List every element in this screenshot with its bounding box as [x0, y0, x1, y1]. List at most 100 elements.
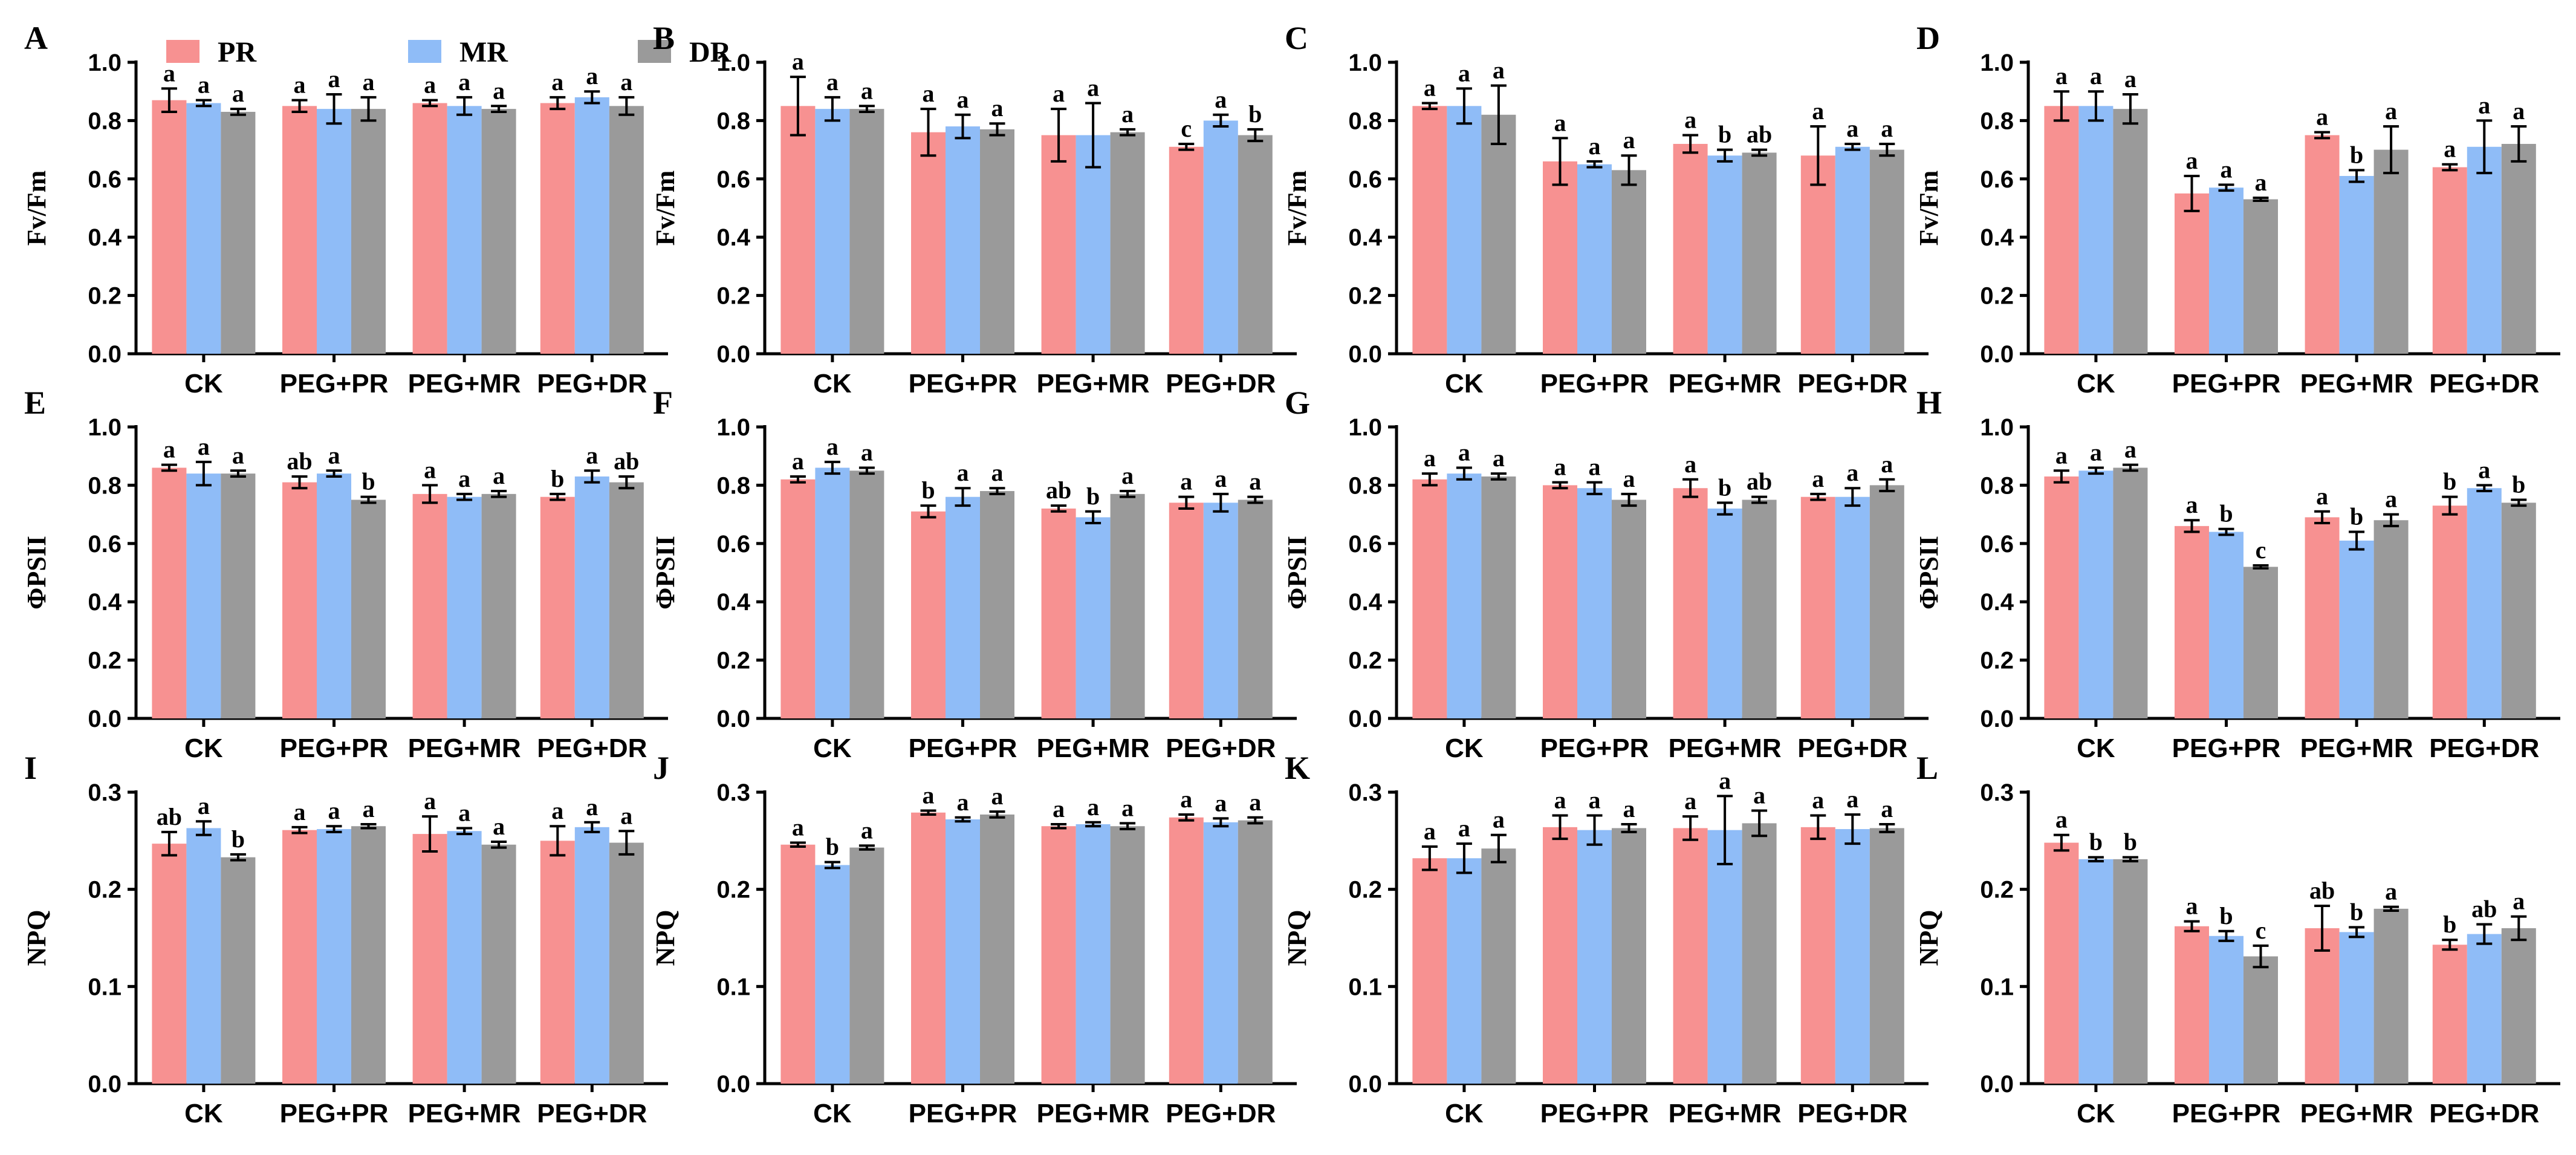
x-tick-label: PEG+MR — [1037, 1099, 1150, 1128]
y-tick-label: 0.3 — [1348, 779, 1382, 806]
significance-letter: b — [1718, 121, 1731, 148]
panel-letter: I — [24, 750, 37, 786]
panel-letter: D — [1916, 20, 1940, 56]
bar-dr — [221, 857, 256, 1084]
bar-dr — [2243, 956, 2278, 1084]
x-tick-label: PEG+PR — [280, 369, 389, 399]
significance-letter: a — [792, 48, 804, 75]
significance-letter: a — [826, 68, 839, 96]
bar-dr — [849, 470, 884, 718]
significance-letter: a — [363, 68, 375, 96]
y-axis-label: Fv/Fm — [1282, 171, 1312, 246]
y-tick-label: 0.0 — [88, 341, 122, 368]
x-tick-label: PEG+MR — [2300, 369, 2413, 399]
x-tick-label: CK — [1445, 734, 1484, 763]
x-tick-label: PEG+DR — [2429, 369, 2539, 399]
bar-pr — [2044, 106, 2079, 354]
significance-letter: a — [2316, 483, 2328, 510]
y-tick-label: 0.0 — [1980, 706, 2014, 732]
significance-letter: b — [2443, 911, 2456, 938]
bar-dr — [351, 499, 386, 718]
significance-letter: a — [294, 71, 306, 99]
bar-dr — [1742, 499, 1777, 718]
y-tick-label: 0.0 — [1348, 1071, 1382, 1098]
bar-mr — [574, 827, 609, 1084]
x-tick-label: PEG+MR — [1669, 734, 1782, 763]
bar-mr — [1835, 146, 1870, 354]
bar-pr — [1673, 828, 1708, 1084]
significance-letter: a — [1493, 806, 1505, 833]
bar-dr — [1742, 152, 1777, 354]
significance-letter: a — [1846, 786, 1858, 813]
y-tick-label: 0.8 — [88, 472, 122, 499]
significance-letter: b — [2443, 468, 2456, 495]
x-tick-label: CK — [813, 369, 852, 399]
bar-mr — [574, 97, 609, 354]
significance-letter: a — [2255, 169, 2267, 196]
significance-letter: a — [328, 797, 340, 824]
significance-letter: a — [2444, 135, 2456, 163]
y-tick-label: 0.0 — [1348, 706, 1382, 732]
bar-mr — [1707, 830, 1742, 1084]
y-tick-label: 0.8 — [1348, 472, 1382, 499]
significance-letter: a — [1215, 465, 1227, 492]
significance-letter: a — [792, 447, 804, 475]
y-tick-label: 0.2 — [1348, 877, 1382, 903]
y-tick-label: 0.8 — [1348, 108, 1382, 134]
x-tick-label: CK — [813, 1099, 852, 1128]
significance-letter: a — [1458, 438, 1470, 466]
significance-letter: b — [1086, 483, 1100, 510]
significance-letter: a — [1087, 74, 1099, 101]
bar-pr — [1800, 827, 1835, 1084]
bar-dr — [1481, 476, 1516, 718]
significance-letter: a — [1881, 795, 1893, 822]
y-axis-label: NPQ — [1914, 910, 1944, 966]
y-tick-label: 0.2 — [716, 283, 750, 310]
y-tick-label: 0.8 — [88, 108, 122, 134]
significance-letter: a — [198, 433, 210, 460]
bar-pr — [152, 100, 187, 354]
y-tick-label: 0.4 — [1348, 589, 1382, 616]
significance-letter: a — [861, 77, 873, 104]
significance-letter: a — [1589, 787, 1601, 814]
significance-letter: b — [362, 468, 375, 495]
significance-letter: a — [957, 86, 969, 113]
bar-dr — [849, 847, 884, 1084]
significance-letter: a — [2316, 103, 2328, 131]
significance-letter: a — [1623, 795, 1635, 822]
y-tick-label: 0.3 — [716, 779, 750, 806]
significance-letter: a — [1458, 815, 1470, 842]
significance-letter: a — [1881, 115, 1893, 142]
legend: PR MR DR — [166, 36, 732, 68]
y-tick-label: 1.0 — [716, 414, 750, 441]
significance-letter: a — [2478, 456, 2490, 483]
bar-dr — [980, 491, 1014, 718]
bar-mr — [2078, 859, 2114, 1084]
significance-letter: a — [424, 787, 436, 815]
y-tick-label: 0.2 — [1980, 283, 2014, 310]
significance-letter: a — [2055, 441, 2068, 469]
significance-letter: ab — [2471, 896, 2497, 923]
x-tick-label: PEG+DR — [537, 734, 647, 763]
y-axis-label: ΦPSII — [1282, 536, 1312, 610]
significance-letter: a — [1424, 818, 1436, 845]
legend-swatch-pr — [166, 40, 200, 63]
significance-letter: a — [1424, 74, 1436, 101]
bar-pr — [780, 479, 816, 718]
significance-letter: a — [1121, 462, 1134, 489]
x-tick-label: PEG+MR — [1669, 369, 1782, 399]
legend-label-dr: DR — [689, 36, 732, 68]
x-tick-label: PEG+PR — [909, 369, 1017, 399]
y-tick-label: 0.0 — [1348, 341, 1382, 368]
bar-pr — [1543, 161, 1577, 354]
bar-pr — [152, 844, 187, 1084]
significance-letter: a — [1846, 459, 1858, 486]
significance-letter: ab — [1046, 477, 1071, 504]
significance-letter: a — [861, 438, 873, 466]
bar-mr — [317, 109, 351, 354]
significance-letter: a — [424, 456, 436, 483]
